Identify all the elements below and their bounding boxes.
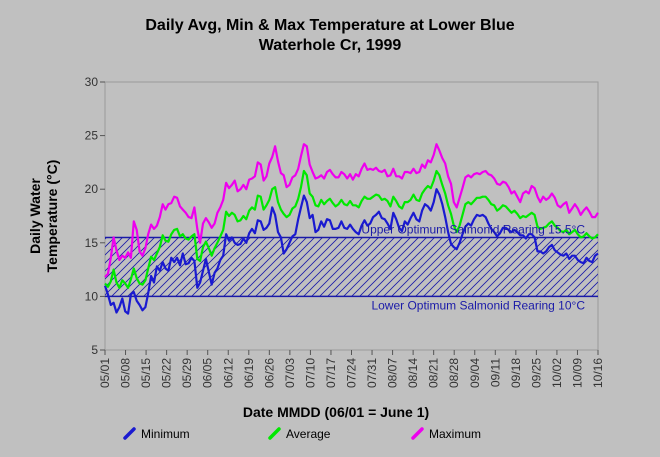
x-tick-label: 07/03 [283,358,297,388]
x-tick-label: 08/28 [447,358,461,388]
x-tick-label: 08/21 [427,358,441,388]
legend-swatch-average [268,427,281,440]
optimum-band [105,236,598,298]
upper-optimum-label: Upper Optimum Salmonid Rearing 15.5°C [361,222,585,236]
x-tick-label: 09/04 [468,358,482,388]
x-tick-label: 07/17 [324,358,338,388]
y-axis-title-line1: Daily Water [27,178,43,254]
x-tick-label: 10/16 [591,358,605,388]
x-tick-label: 05/08 [119,358,133,388]
x-tick-label: 07/10 [303,358,317,388]
x-axis-title: Date MMDD (06/01 = June 1) [243,404,429,420]
x-axis: 05/01 05/08 05/15 05/22 05/29 06/05 06/12 06/19… [98,350,605,388]
legend-label-maximum: Maximum [429,427,481,441]
x-tick-label: 07/24 [345,358,359,388]
lower-optimum-label: Lower Optimum Salmonid Rearing 10°C [371,298,585,312]
series-line-maximum [104,143,599,278]
x-tick-label: 05/15 [139,358,153,388]
y-axis: 5 10 15 20 25 30 [85,75,105,357]
legend-swatch-minimum [123,427,136,440]
x-tick-label: 10/09 [570,358,584,388]
x-tick-label: 10/02 [550,358,564,388]
x-tick-label: 08/07 [386,358,400,388]
series-line-minimum [103,188,599,315]
optimum-band-hatch [105,237,598,297]
y-tick-label: 15 [85,236,99,250]
legend-label-minimum: Minimum [141,427,190,441]
y-tick-label: 25 [85,129,99,143]
x-tick-label: 05/22 [160,358,174,388]
chart-subtitle: Waterhole Cr, 1999 [259,37,402,54]
x-tick-label: 06/19 [242,358,256,388]
legend: Minimum Average Maximum [123,427,481,441]
y-tick-label: 20 [85,182,99,196]
y-axis-title-line2: Temperature (°C) [44,160,60,273]
x-tick-label: 07/31 [365,358,379,388]
x-tick-label: 08/14 [406,358,420,388]
x-tick-label: 05/29 [180,358,194,388]
legend-swatch-maximum [411,427,424,440]
x-tick-label: 09/18 [509,358,523,388]
y-tick-label: 10 [85,289,99,303]
legend-label-average: Average [286,427,331,441]
y-tick-label: 30 [85,75,99,89]
x-tick-label: 09/11 [488,358,502,387]
chart-title: Daily Avg, Min & Max Temperature at Lowe… [145,17,514,34]
x-tick-label: 06/05 [201,358,215,388]
series-lines [103,143,599,315]
x-tick-label: 06/12 [221,358,235,388]
y-tick-label: 5 [91,343,98,357]
x-tick-label: 05/01 [98,358,112,388]
series-line-average [104,169,599,289]
x-tick-label: 06/26 [262,358,276,388]
x-tick-label: 09/25 [529,358,543,388]
